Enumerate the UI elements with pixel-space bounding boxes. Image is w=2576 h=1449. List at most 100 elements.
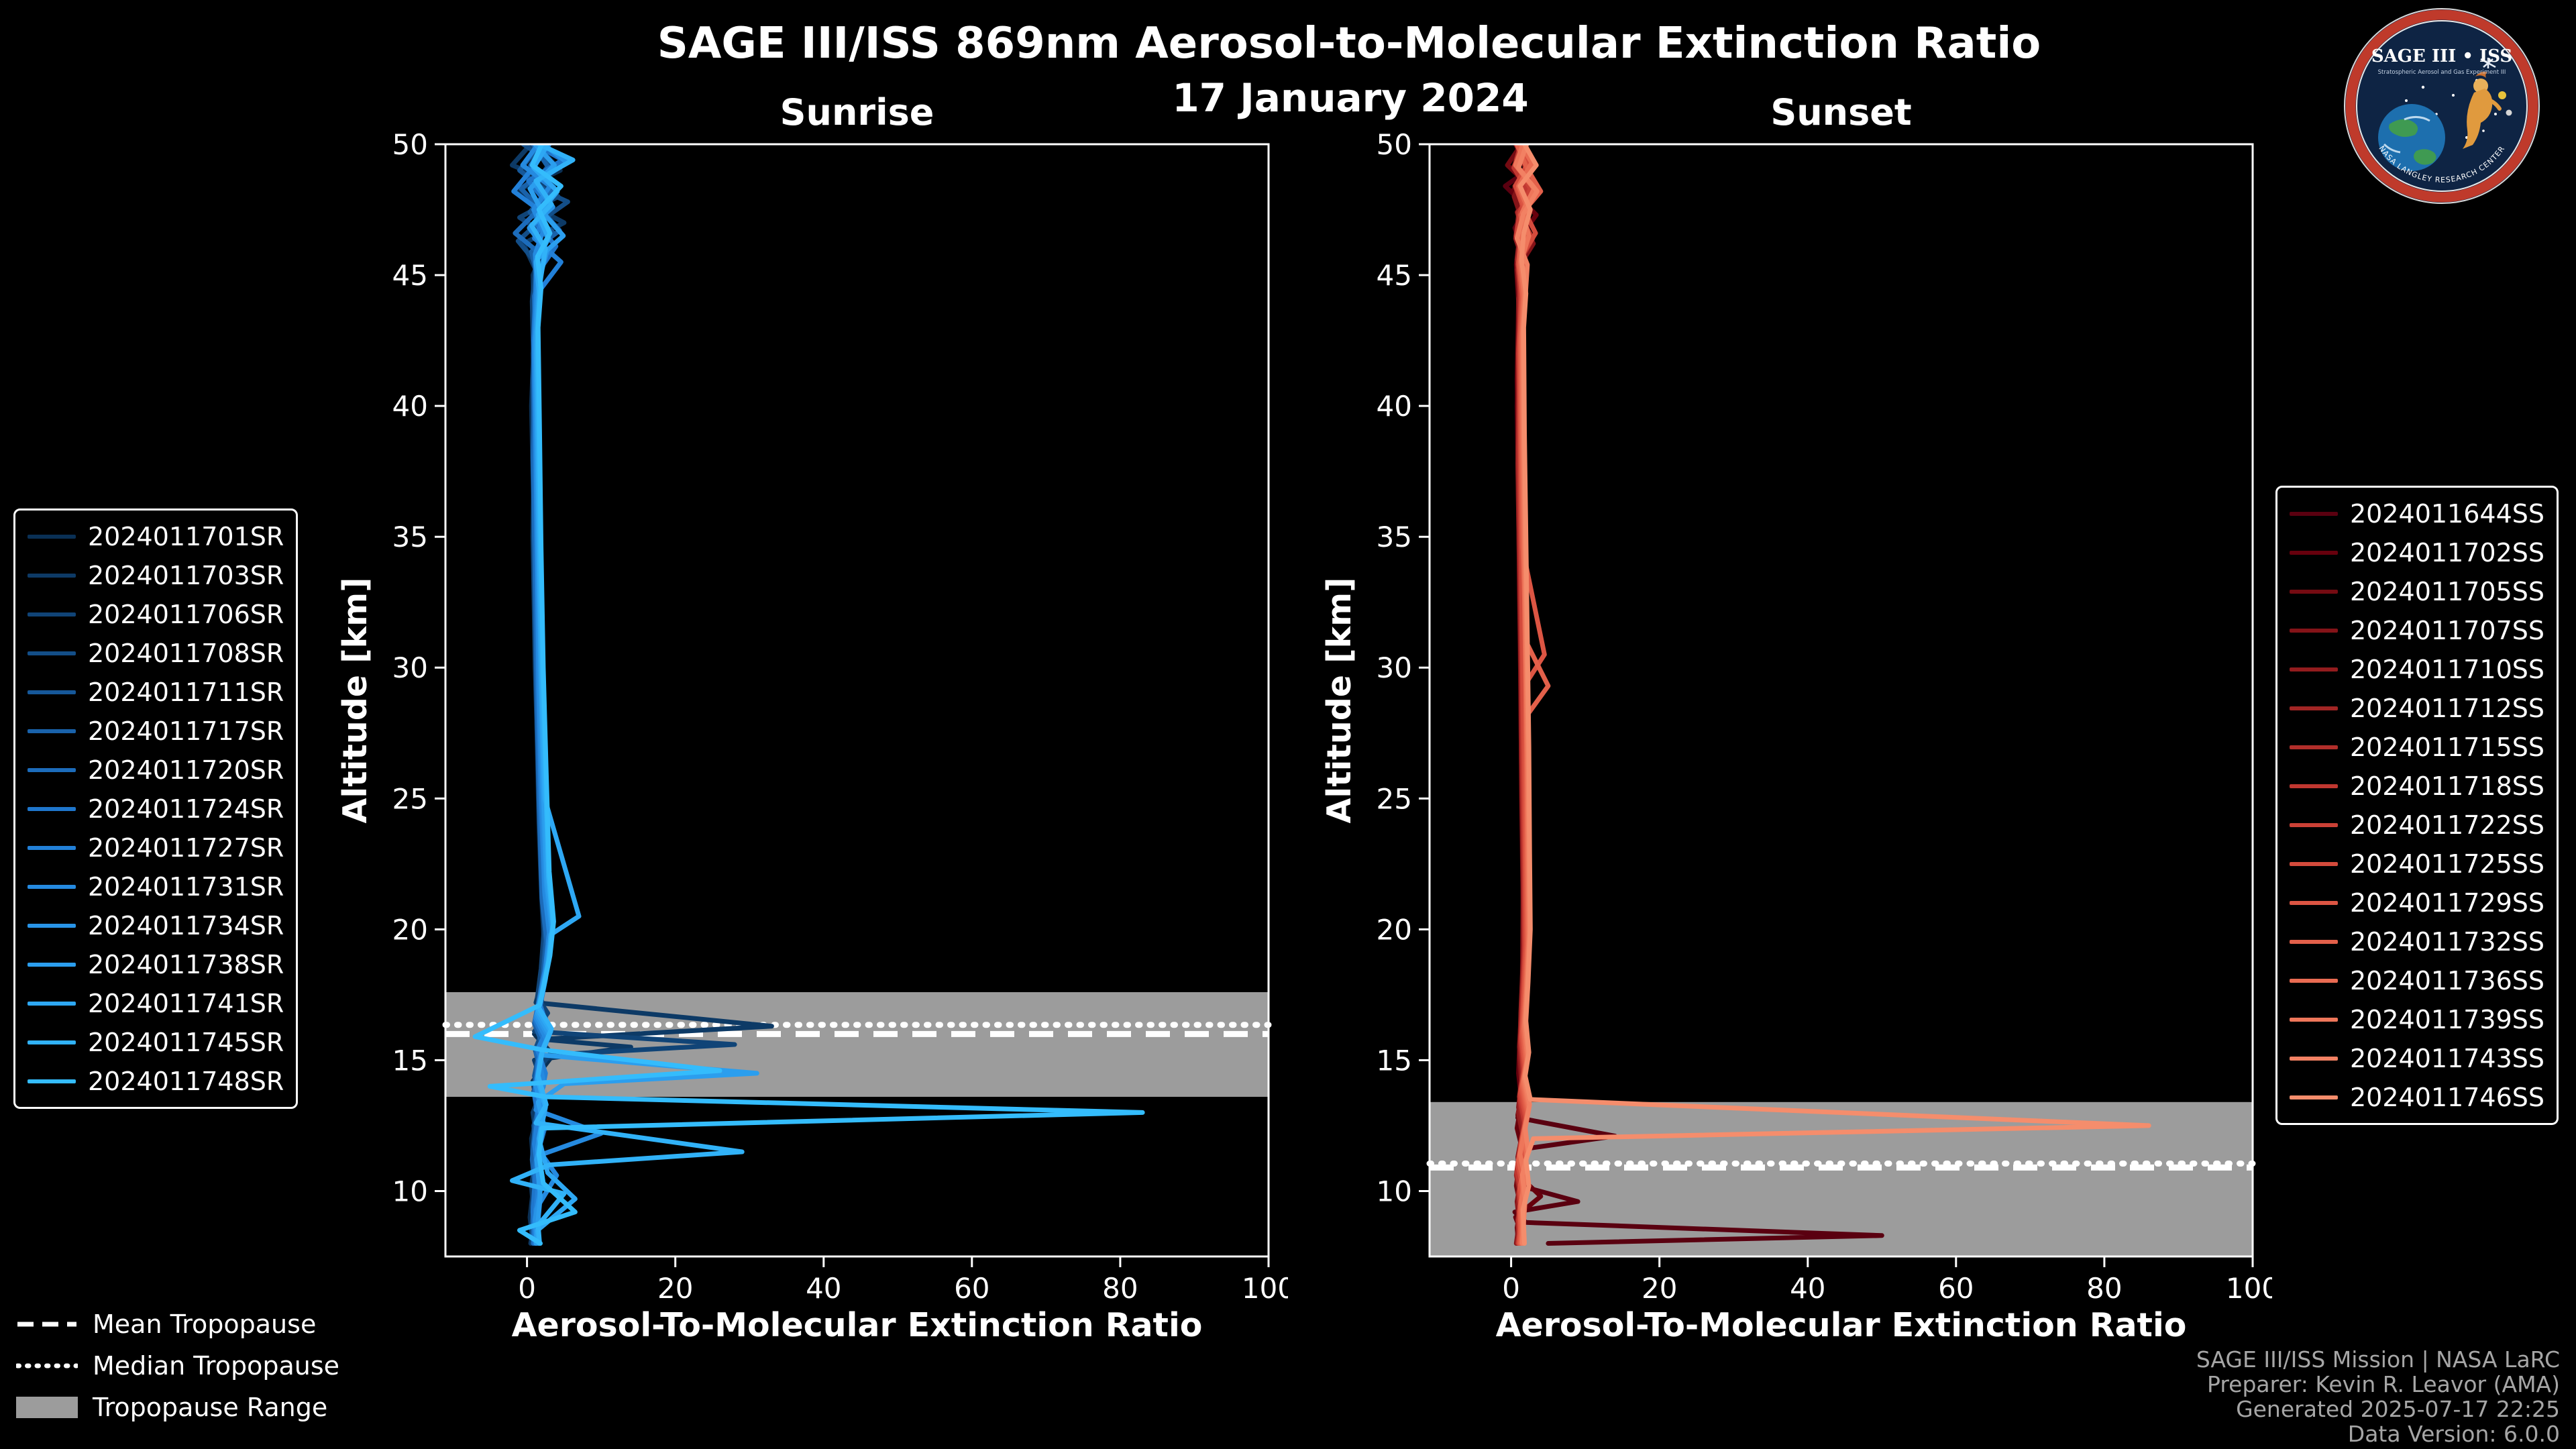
- legend-item: 2024011724SR: [28, 792, 284, 825]
- y-tick-label: 25: [1377, 782, 1412, 815]
- legend-item: 2024011703SR: [28, 559, 284, 592]
- legend-line-swatch: [28, 1079, 76, 1083]
- subplot-title: Sunrise: [780, 91, 934, 133]
- legend-line-swatch: [2290, 550, 2338, 555]
- x-tick-label: 40: [1790, 1272, 1825, 1305]
- legend-item: 2024011743SS: [2290, 1042, 2544, 1075]
- legend-line-swatch: [2290, 628, 2338, 633]
- x-tick-label: 100: [1242, 1272, 1288, 1305]
- legend-line-swatch: [2290, 589, 2338, 594]
- legend-line-swatch: [2290, 900, 2338, 905]
- credit-line: Data Version: 6.0.0: [2347, 1421, 2560, 1447]
- sage-iii-iss-logo: SAGE III • ISS Stratospheric Aerosol and…: [2344, 8, 2540, 204]
- legend-line-swatch: [2290, 511, 2338, 516]
- y-tick-label: 10: [392, 1175, 428, 1208]
- credit-line: Generated 2025-07-17 22:25: [2236, 1396, 2560, 1422]
- page-title: SAGE III/ISS 869nm Aerosol-to-Molecular …: [657, 19, 2041, 68]
- legend-line-swatch: [28, 845, 76, 850]
- series-line-2024011748SR: [472, 144, 1145, 1246]
- legend-label: 2024011644SS: [2350, 498, 2545, 529]
- legend-line-swatch: [28, 651, 76, 655]
- legend-line-swatch: [28, 1001, 76, 1006]
- tropopause-legend-label: Tropopause Range: [93, 1393, 328, 1422]
- legend-item: 2024011738SR: [28, 948, 284, 981]
- legend-label: 2024011736SS: [2350, 965, 2545, 996]
- legend-item: 2024011711SR: [28, 676, 284, 708]
- legend-line-swatch: [2290, 1056, 2338, 1061]
- legend-label: 2024011715SS: [2350, 732, 2545, 762]
- y-tick-label: 50: [1377, 128, 1412, 161]
- legend-line-swatch: [2290, 1017, 2338, 1022]
- legend-label: 2024011734SR: [88, 910, 284, 941]
- logo-subtitle: Stratospheric Aerosol and Gas Experiment…: [2378, 69, 2506, 76]
- x-tick-label: 80: [1102, 1272, 1138, 1305]
- legend-label: 2024011725SS: [2350, 849, 2545, 879]
- y-tick-label: 40: [1377, 390, 1412, 423]
- credit-line: SAGE III/ISS Mission | NASA LaRC: [2196, 1346, 2560, 1373]
- median-tropopause-swatch: [16, 1362, 78, 1370]
- tropopause-legend-item: Mean Tropopause: [16, 1309, 339, 1339]
- legend-item: 2024011748SR: [28, 1065, 284, 1097]
- legend-label: 2024011746SS: [2350, 1082, 2545, 1112]
- legend-label: 2024011703SR: [88, 560, 284, 590]
- legend-item: 2024011712SS: [2290, 692, 2544, 724]
- legend-item: 2024011708SR: [28, 637, 284, 669]
- subplot-title: Sunset: [1770, 91, 1911, 133]
- sunrise-legend: 2024011701SR 2024011703SR 2024011706SR 2024…: [13, 508, 299, 1109]
- tropopause-legend-label: Median Tropopause: [93, 1351, 339, 1381]
- logo-outer-hairline: [2344, 8, 2540, 204]
- y-tick-label: 20: [392, 913, 428, 946]
- legend-item: 2024011734SR: [28, 909, 284, 942]
- legend-item: 2024011702SS: [2290, 536, 2544, 569]
- legend-line-swatch: [2290, 1095, 2338, 1099]
- y-tick-label: 10: [1377, 1175, 1412, 1208]
- x-tick-label: 40: [806, 1272, 841, 1305]
- legend-line-swatch: [2290, 978, 2338, 983]
- legend-label: 2024011706SR: [88, 599, 284, 629]
- legend-label: 2024011743SS: [2350, 1043, 2545, 1073]
- legend-item: 2024011701SR: [28, 520, 284, 553]
- legend-line-swatch: [28, 884, 76, 889]
- legend-label: 2024011712SS: [2350, 693, 2545, 723]
- y-tick-label: 45: [392, 259, 428, 292]
- x-tick-label: 20: [657, 1272, 693, 1305]
- legend-item: 2024011731SR: [28, 870, 284, 903]
- tropopause-legend-item: Tropopause Range: [16, 1393, 339, 1422]
- legend-label: 2024011718SS: [2350, 771, 2545, 801]
- legend-line-swatch: [28, 1040, 76, 1044]
- date-subtitle: 17 January 2024: [1172, 75, 1529, 121]
- logo-disc: [2345, 9, 2539, 203]
- legend-label: 2024011702SS: [2350, 537, 2545, 568]
- legend-line-swatch: [28, 573, 76, 578]
- y-tick-label: 20: [1377, 913, 1412, 946]
- iss-icon: [2480, 58, 2496, 68]
- legend-item: 2024011720SR: [28, 753, 284, 786]
- legend-line-swatch: [2290, 667, 2338, 672]
- mean-tropopause-swatch: [16, 1320, 78, 1328]
- axes-box: [444, 143, 1270, 1258]
- legend-item: 2024011745SR: [28, 1026, 284, 1059]
- legend-line-swatch: [28, 690, 76, 694]
- legend-label: 2024011741SR: [88, 988, 284, 1018]
- credits-block: SAGE III/ISS Mission | NASA LaRC Preparer…: [2196, 1347, 2560, 1446]
- legend-label: 2024011739SS: [2350, 1004, 2545, 1034]
- legend-item: 2024011727SR: [28, 831, 284, 864]
- legend-item: 2024011739SS: [2290, 1003, 2544, 1036]
- legend-item: 2024011746SS: [2290, 1081, 2544, 1114]
- y-tick-label: 30: [1377, 651, 1412, 684]
- legend-label: 2024011727SR: [88, 833, 284, 863]
- y-tick-label: 45: [1377, 259, 1412, 292]
- legend-line-swatch: [28, 962, 76, 967]
- tropopause-legend-label: Mean Tropopause: [93, 1309, 317, 1339]
- legend-line-swatch: [28, 806, 76, 811]
- legend-item: 2024011736SS: [2290, 964, 2544, 997]
- legend-line-swatch: [28, 729, 76, 733]
- x-axis-label: Aerosol-To-Molecular Extinction Ratio: [512, 1306, 1203, 1344]
- logo-title: SAGE III • ISS: [2371, 46, 2512, 66]
- legend-label: 2024011705SS: [2350, 576, 2545, 606]
- legend-label: 2024011707SS: [2350, 615, 2545, 645]
- credit-line: Preparer: Kevin R. Leavor (AMA): [2207, 1371, 2560, 1397]
- legend-label: 2024011708SR: [88, 638, 284, 668]
- y-tick-label: 40: [392, 390, 428, 423]
- x-axis-label: Aerosol-To-Molecular Extinction Ratio: [1496, 1306, 2187, 1344]
